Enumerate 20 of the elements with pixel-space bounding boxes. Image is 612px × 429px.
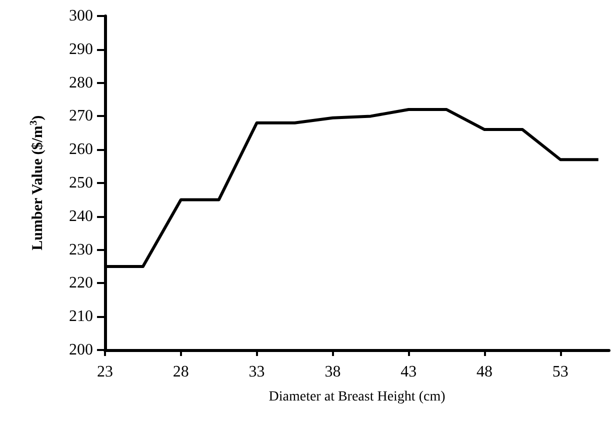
x-tick-label: 53 bbox=[552, 364, 568, 380]
y-tick-label: 220 bbox=[69, 274, 93, 292]
y-tick-label: 210 bbox=[69, 308, 93, 326]
y-tick-label: 290 bbox=[69, 40, 93, 58]
x-tick-label: 48 bbox=[476, 364, 493, 380]
y-tick-label: 230 bbox=[69, 241, 93, 258]
y-tick-label: 240 bbox=[69, 208, 93, 225]
x-tick-label: 33 bbox=[248, 364, 265, 380]
y-tick-label: 260 bbox=[69, 141, 93, 158]
x-tick-label: 28 bbox=[172, 364, 189, 380]
y-tick-label: 300 bbox=[69, 8, 93, 24]
y-tick-label: 280 bbox=[69, 74, 93, 92]
y-axis-title: Lumber Value ($/m3) bbox=[28, 115, 46, 250]
x-tick-label: 38 bbox=[324, 364, 341, 380]
x-axis-title: Diameter at Breast Height (cm) bbox=[268, 390, 446, 404]
x-tick-label: 23 bbox=[97, 364, 113, 380]
y-tick-label: 200 bbox=[69, 342, 93, 358]
y-tick-label: 250 bbox=[69, 174, 93, 192]
y-tick-label: 270 bbox=[69, 108, 93, 125]
x-tick-label: 43 bbox=[400, 364, 417, 380]
